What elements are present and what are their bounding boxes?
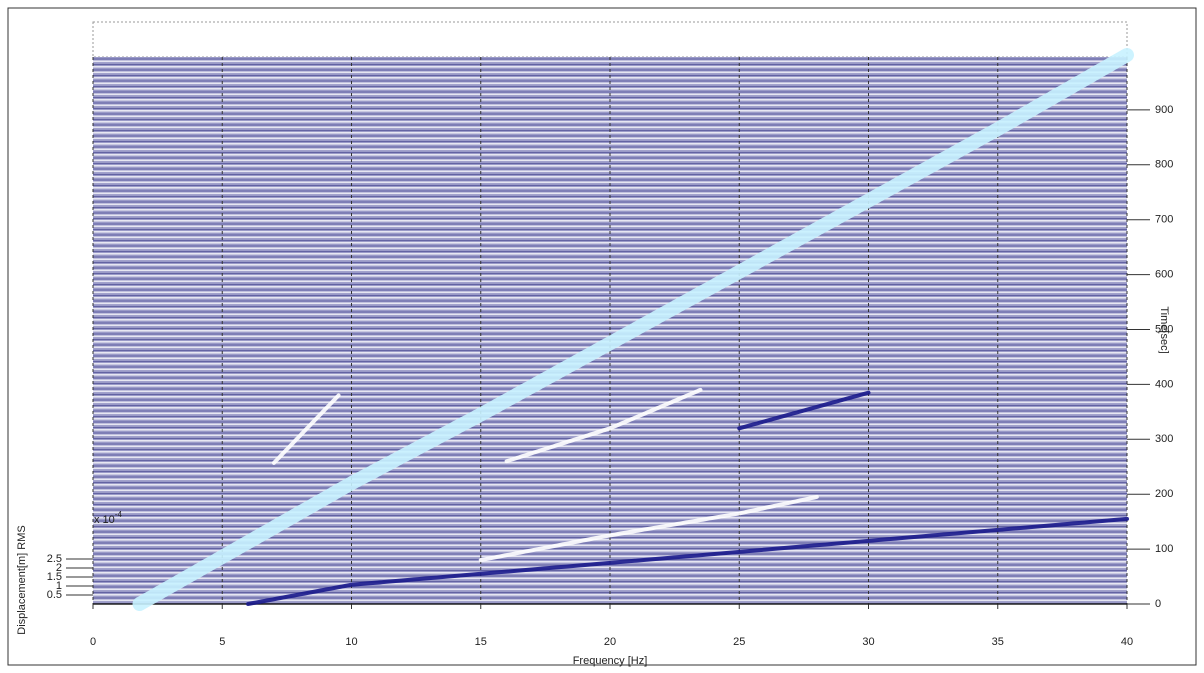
y-tick-label: 700 [1155, 214, 1173, 226]
x-tick-label: 5 [219, 636, 225, 648]
z-tick-label: 2 [56, 562, 62, 574]
order-ridge [504, 387, 703, 464]
y-tick-label: 800 [1155, 159, 1173, 171]
y-axis-label: Time[sec] [1158, 306, 1170, 353]
z-tick-label: 1.5 [47, 571, 62, 583]
z-tick-label: 2.5 [47, 553, 62, 565]
y-tick-label: 500 [1155, 323, 1173, 335]
order-ridge [271, 393, 341, 465]
headroom [92, 21, 1128, 58]
order-ridge [132, 48, 1134, 611]
x-tick-label: 25 [733, 636, 745, 648]
x-tick-label: 40 [1121, 636, 1133, 648]
x-tick-label: 10 [345, 636, 357, 648]
y-tick-label: 200 [1155, 488, 1173, 500]
z-scale-exponent: -4 [115, 510, 123, 519]
z-scale: x 10-4 [94, 510, 122, 526]
x-tick-label: 0 [90, 636, 96, 648]
frame [7, 7, 1197, 666]
z-axis-label: Displacement[m] RMS [16, 525, 28, 634]
x-tick-label: 20 [604, 636, 616, 648]
x-tick-label: 30 [862, 636, 874, 648]
x-tick-label: 35 [992, 636, 1004, 648]
y-tick-label: 900 [1155, 104, 1173, 116]
y-tick-label: 100 [1155, 543, 1173, 555]
x-axis-label: Frequency [Hz] [573, 655, 648, 667]
y-tick-label: 600 [1155, 269, 1173, 281]
order-ridge [737, 390, 871, 431]
order-ridge [478, 494, 819, 563]
y-tick-label: 0 [1155, 598, 1161, 610]
z-tick-label: 0.5 [47, 589, 62, 601]
z-tick-label: 1 [56, 580, 62, 592]
order-ridge [246, 516, 1129, 606]
y-tick-label: 400 [1155, 378, 1173, 390]
x-tick-label: 15 [475, 636, 487, 648]
y-tick-label: 300 [1155, 433, 1173, 445]
z-scale-base: x 10 [94, 514, 115, 526]
